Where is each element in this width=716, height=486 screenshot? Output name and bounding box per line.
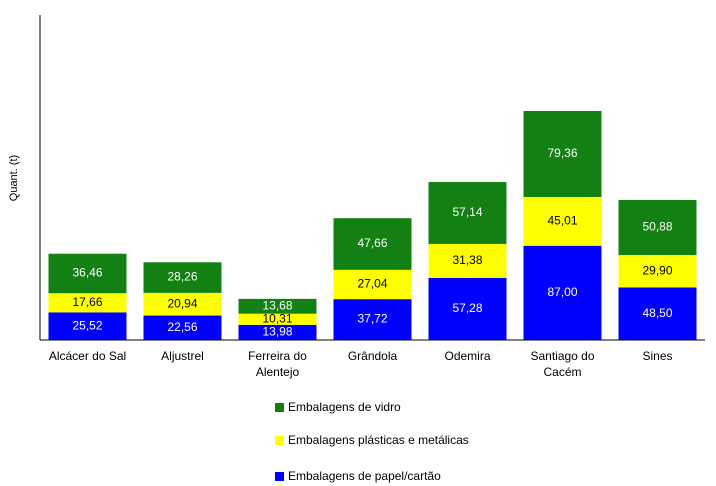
value-label: 10,31 — [262, 311, 292, 325]
bar-segment — [428, 277, 507, 340]
x-tick-label: Odemira — [444, 349, 491, 363]
bar-segment — [333, 218, 412, 270]
bar-segment — [238, 324, 317, 340]
legend-item: Embalagens de papel/cartão — [275, 469, 441, 483]
value-label: 13,98 — [262, 325, 292, 339]
value-label: 57,28 — [452, 301, 482, 315]
legend-label: Embalagens plásticas e metálicas — [288, 433, 469, 447]
bar-segment — [238, 298, 317, 314]
bar-segment — [238, 313, 317, 325]
value-label: 17,66 — [72, 295, 102, 309]
value-label: 50,88 — [642, 220, 672, 234]
x-tick-label: Ferreira do Alentejo — [248, 349, 307, 379]
legend-label: Embalagens de vidro — [288, 400, 401, 414]
bar-segment — [523, 245, 602, 340]
value-label: 37,72 — [357, 312, 387, 326]
value-label: 22,56 — [167, 320, 197, 334]
bar-segment — [618, 199, 697, 256]
x-tick-label: Santiago do Cacém — [530, 349, 595, 379]
bar-segment — [618, 255, 697, 288]
legend-swatch — [275, 402, 284, 412]
value-label: 28,26 — [167, 270, 197, 284]
legend-label: Embalagens de papel/cartão — [288, 469, 441, 483]
value-label: 87,00 — [547, 285, 577, 299]
x-tick-label: Sines — [642, 349, 673, 363]
value-label: 13,68 — [262, 298, 292, 312]
bar-segment — [618, 287, 697, 340]
value-label: 27,04 — [357, 277, 387, 291]
bar-segment — [428, 243, 507, 278]
bar-segment — [333, 299, 412, 340]
y-axis-label: Quant. (t) — [8, 155, 20, 201]
bar-segment — [523, 196, 602, 246]
legend-swatch — [275, 435, 284, 445]
value-label: 29,90 — [642, 263, 672, 277]
value-label: 25,52 — [72, 318, 102, 332]
value-label: 48,50 — [642, 306, 672, 320]
value-label: 79,36 — [547, 146, 577, 160]
bar-segment — [428, 182, 507, 244]
value-label: 20,94 — [167, 296, 197, 310]
value-label: 57,14 — [452, 205, 482, 219]
bar-segment — [48, 312, 127, 340]
value-label: 31,38 — [452, 253, 482, 267]
bar-segment — [523, 111, 602, 197]
bar-segment — [333, 269, 412, 300]
legend-swatch — [275, 471, 284, 481]
bar-segment — [143, 292, 222, 316]
legend-item: Embalagens plásticas e metálicas — [275, 433, 469, 447]
x-tick-label: Grândola — [347, 349, 398, 363]
bar-segment — [48, 253, 127, 294]
bar-segment — [48, 293, 127, 313]
value-label: 36,46 — [72, 266, 102, 280]
value-label: 45,01 — [547, 214, 577, 228]
legend-item: Embalagens de vidro — [275, 400, 401, 414]
bar-segment — [143, 262, 222, 293]
x-tick-label: Alcácer do Sal — [48, 349, 127, 363]
bar-segment — [143, 315, 222, 340]
x-tick-label: Aljustrel — [161, 349, 204, 363]
value-label: 47,66 — [357, 236, 387, 250]
